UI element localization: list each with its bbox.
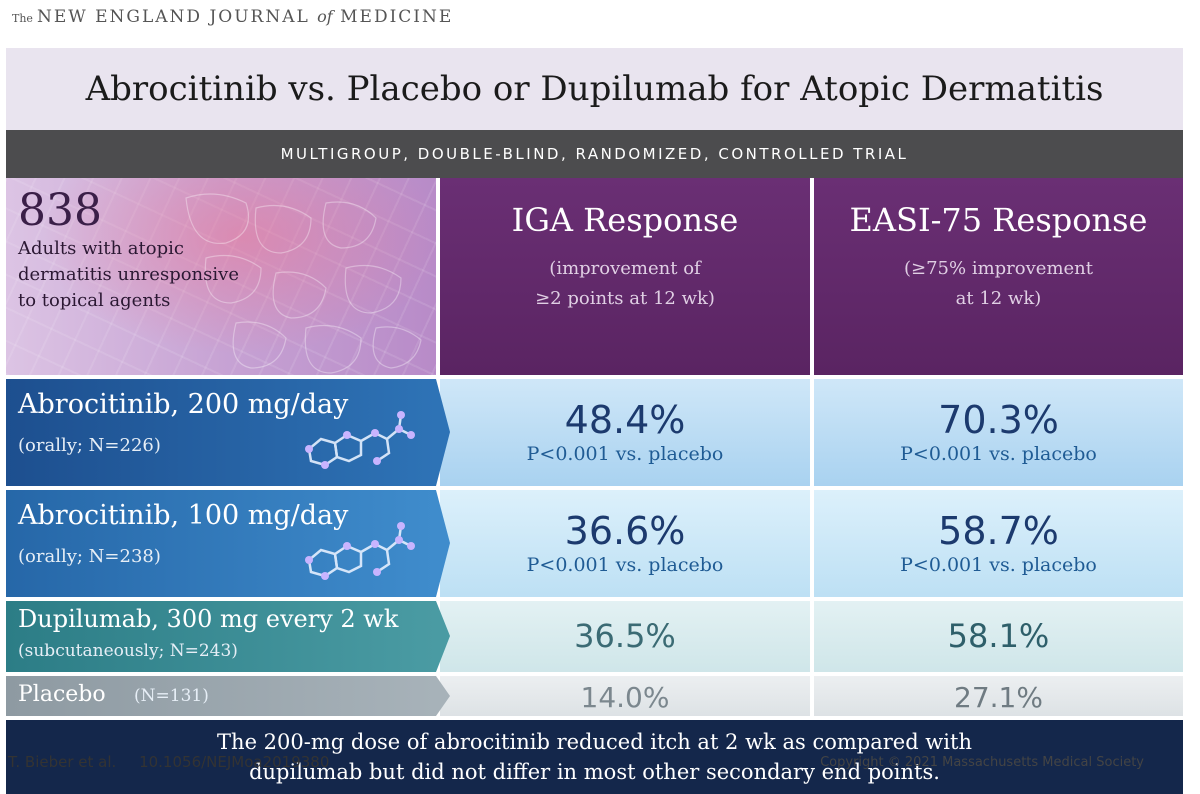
subtitle-bar: MULTIGROUP, DOUBLE-BLIND, RANDOMIZED, CO…	[6, 130, 1183, 178]
skin-cells-illustration	[185, 193, 422, 374]
masthead-part2: MEDICINE	[340, 7, 454, 27]
easi-value: 70.3%	[938, 398, 1059, 442]
row-name: Dupilumab, 300 mg every 2 wk	[18, 605, 399, 633]
row-name: Abrocitinib, 100 mg/day	[18, 500, 349, 531]
masthead-the: The	[12, 12, 33, 25]
row-label-dupilumab: Dupilumab, 300 mg every 2 wk (subcutaneo…	[6, 601, 436, 672]
row-arrow	[436, 676, 450, 716]
row-detail: (orally; N=226)	[18, 435, 161, 456]
visual-abstract-card: Abrocitinib vs. Placebo or Dupilumab for…	[6, 48, 1183, 794]
population-line: dermatitis unresponsive	[18, 264, 239, 285]
iga-p-value: P<0.001 vs. placebo	[526, 443, 724, 465]
column-subtitle-line: (improvement of	[549, 258, 701, 279]
column-header-easi: EASI-75 Response (≥75% improvement at 12…	[814, 178, 1183, 375]
masthead-part1: NEW ENGLAND JOURNAL	[36, 7, 310, 27]
row-arrow	[436, 379, 450, 486]
population-count: 838	[18, 185, 102, 236]
row-label-abrocitinib-200: Abrocitinib, 200 mg/day (orally; N=226)	[6, 379, 436, 486]
column-subtitle: (improvement of ≥2 points at 12 wk)	[505, 254, 745, 314]
cell-easi-abrocitinib-200: 70.3% P<0.001 vs. placebo	[814, 379, 1183, 486]
cell-easi-placebo: 27.1%	[814, 676, 1183, 716]
cell-easi-dupilumab: 58.1%	[814, 601, 1183, 672]
cell-iga-placebo: 14.0%	[440, 676, 810, 716]
masthead-of: of	[317, 7, 333, 26]
easi-value: 27.1%	[954, 681, 1043, 714]
page-title: Abrocitinib vs. Placebo or Dupilumab for…	[85, 69, 1104, 109]
population-description: Adults with atopic dermatitis unresponsi…	[18, 236, 318, 314]
citation-doi[interactable]: 10.1056/NEJMoa2019380	[139, 753, 330, 771]
cell-iga-abrocitinib-200: 48.4% P<0.001 vs. placebo	[440, 379, 810, 486]
journal-masthead: The NEW ENGLAND JOURNAL of MEDICINE	[12, 4, 453, 30]
citation-authors: T. Bieber et al.	[8, 753, 117, 771]
row-name: Placebo	[18, 682, 106, 707]
trial-design-label: MULTIGROUP, DOUBLE-BLIND, RANDOMIZED, CO…	[280, 145, 909, 163]
easi-p-value: P<0.001 vs. placebo	[900, 554, 1097, 576]
row-detail: (orally; N=238)	[18, 546, 161, 567]
row-arrow	[436, 601, 450, 672]
cell-iga-dupilumab: 36.5%	[440, 601, 810, 672]
conclusion-line: The 200-mg dose of abrocitinib reduced i…	[217, 730, 972, 754]
molecule-structure-icon	[305, 411, 415, 469]
easi-value: 58.7%	[938, 509, 1059, 553]
column-title: EASI-75 Response	[849, 201, 1148, 239]
column-header-iga: IGA Response (improvement of ≥2 points a…	[440, 178, 810, 375]
cell-iga-abrocitinib-100: 36.6% P<0.001 vs. placebo	[440, 490, 810, 597]
population-cell: 838 Adults with atopic dermatitis unresp…	[6, 178, 436, 375]
molecule-structure-icon	[305, 522, 415, 580]
iga-value: 14.0%	[580, 681, 670, 714]
row-arrow	[436, 490, 450, 597]
title-bar: Abrocitinib vs. Placebo or Dupilumab for…	[6, 48, 1183, 130]
easi-value: 58.1%	[947, 617, 1050, 655]
citation: T. Bieber et al. 10.1056/NEJMoa2019380	[8, 753, 329, 771]
cell-easi-abrocitinib-100: 58.7% P<0.001 vs. placebo	[814, 490, 1183, 597]
column-subtitle-line: ≥2 points at 12 wk)	[535, 288, 715, 309]
iga-value: 36.6%	[564, 509, 686, 553]
row-detail: (N=131)	[134, 686, 209, 706]
iga-value: 36.5%	[574, 617, 676, 655]
column-subtitle-line: at 12 wk)	[955, 288, 1042, 309]
iga-value: 48.4%	[564, 398, 686, 442]
column-subtitle: (≥75% improvement at 12 wk)	[879, 254, 1119, 314]
easi-p-value: P<0.001 vs. placebo	[900, 443, 1097, 465]
row-label-abrocitinib-100: Abrocitinib, 100 mg/day (orally; N=238)	[6, 490, 436, 597]
iga-p-value: P<0.001 vs. placebo	[526, 554, 724, 576]
column-subtitle-line: (≥75% improvement	[904, 258, 1093, 279]
row-label-placebo: Placebo (N=131)	[6, 676, 436, 716]
copyright-notice: Copyright © 2021 Massachusetts Medical S…	[820, 755, 1144, 770]
column-title: IGA Response	[511, 201, 739, 239]
row-name: Abrocitinib, 200 mg/day	[18, 389, 349, 420]
conclusion-line: dupilumab but did not differ in most oth…	[249, 760, 940, 784]
row-detail: (subcutaneously; N=243)	[18, 641, 238, 661]
population-line: Adults with atopic	[18, 238, 184, 259]
population-line: to topical agents	[18, 290, 171, 311]
